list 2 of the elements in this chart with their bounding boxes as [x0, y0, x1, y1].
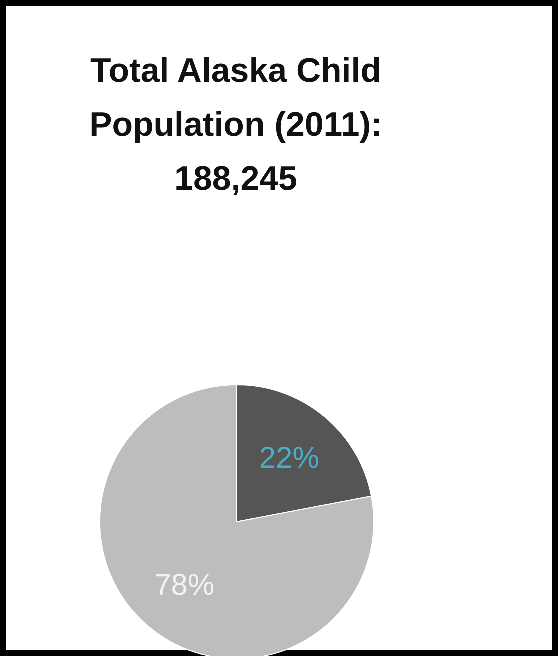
chart-title: Total Alaska Child Population (2011): 188,245 [88, 51, 384, 200]
data-label: 22% [259, 442, 320, 476]
